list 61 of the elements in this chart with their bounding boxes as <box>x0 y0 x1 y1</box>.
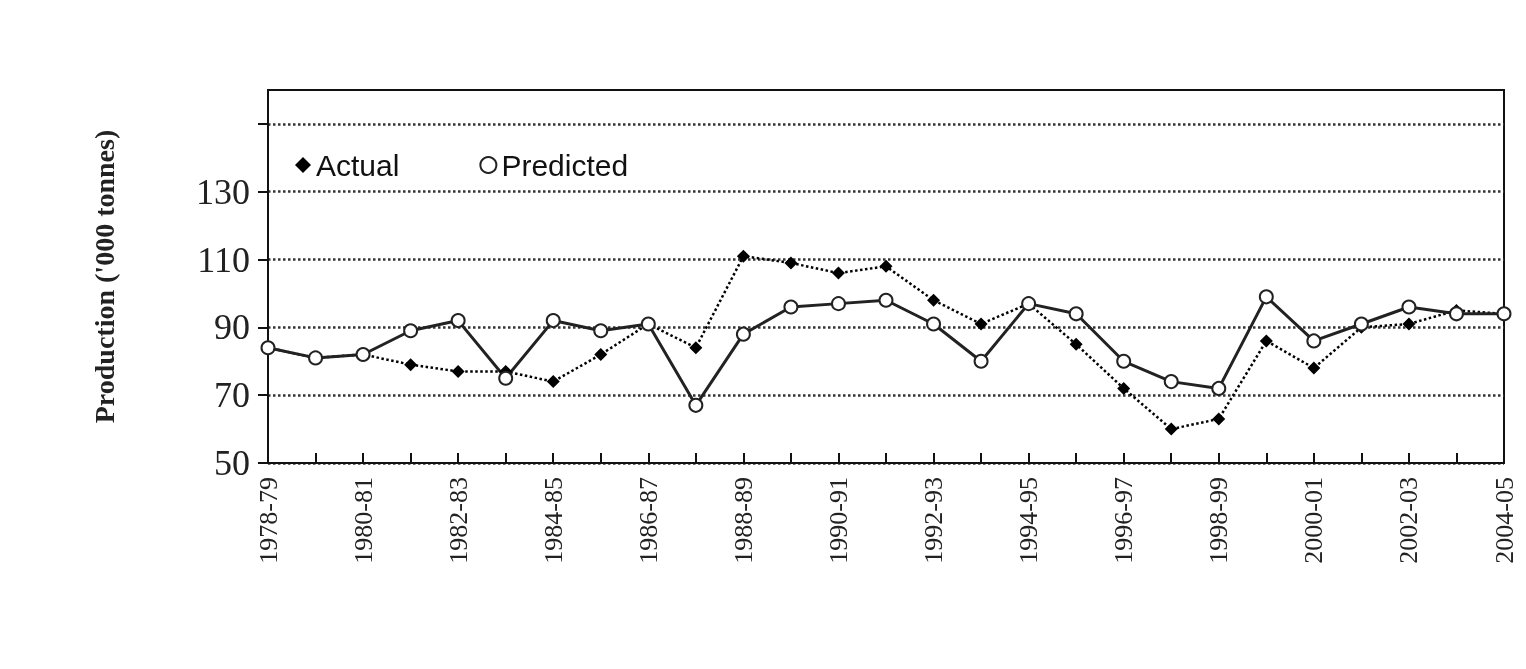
x-tick-label: 1994-95 <box>1014 477 1044 564</box>
x-tick-label: 2002-03 <box>1394 477 1424 564</box>
point <box>879 259 893 273</box>
y-tick-label: 70 <box>214 375 250 416</box>
point <box>689 341 703 355</box>
y-tick-label: 130 <box>196 171 250 212</box>
point <box>735 326 751 342</box>
point <box>1212 412 1226 426</box>
point <box>1116 353 1132 369</box>
x-tick-label: 1990-91 <box>823 477 853 564</box>
point <box>831 266 845 280</box>
point <box>1069 337 1083 351</box>
point <box>1353 316 1369 332</box>
x-tick-label: 1996-97 <box>1109 477 1139 564</box>
x-tick-label: 1986-87 <box>633 477 663 564</box>
legend-label: Actual <box>316 148 400 182</box>
x-tick-label: 1998-99 <box>1204 477 1234 564</box>
x-tick-label: 1992-93 <box>919 477 949 564</box>
y-tick-label: 90 <box>214 307 250 348</box>
point <box>1164 422 1178 436</box>
x-tick-label: 1980-81 <box>348 477 378 564</box>
point <box>594 347 608 361</box>
point <box>926 316 942 332</box>
point <box>1402 317 1416 331</box>
point <box>1401 299 1417 315</box>
point <box>1306 333 1322 349</box>
x-tick-label: 1982-83 <box>443 477 473 564</box>
x-tick-label: 1988-89 <box>728 477 758 564</box>
point <box>973 353 989 369</box>
point <box>1258 289 1274 305</box>
point <box>450 313 466 329</box>
y-tick-label: 50 <box>214 443 250 483</box>
point <box>784 256 798 270</box>
point <box>688 397 704 413</box>
point <box>498 370 514 386</box>
y-tick-label: 110 <box>197 239 250 280</box>
point <box>546 375 560 389</box>
point <box>927 293 941 307</box>
point <box>451 364 465 378</box>
x-tick-label: 1984-85 <box>538 477 568 564</box>
point <box>1117 381 1131 395</box>
point <box>878 292 894 308</box>
point <box>783 299 799 315</box>
point <box>593 323 609 339</box>
x-tick-label: 2000-01 <box>1299 477 1329 564</box>
legend-label: Predicted <box>501 148 629 182</box>
x-tick-label: 2004-05 <box>1489 477 1519 564</box>
point <box>1307 361 1321 375</box>
point <box>830 296 846 312</box>
point <box>974 317 988 331</box>
point <box>1068 306 1084 322</box>
y-axis-title: Production ('000 tonnes) <box>88 129 120 424</box>
point <box>545 313 561 329</box>
point <box>403 323 419 339</box>
point <box>404 358 418 372</box>
point <box>1259 334 1273 348</box>
point <box>1163 374 1179 390</box>
point <box>736 249 750 263</box>
point <box>1448 306 1464 322</box>
point <box>1211 380 1227 396</box>
x-tick-label: 1978-79 <box>253 477 283 564</box>
